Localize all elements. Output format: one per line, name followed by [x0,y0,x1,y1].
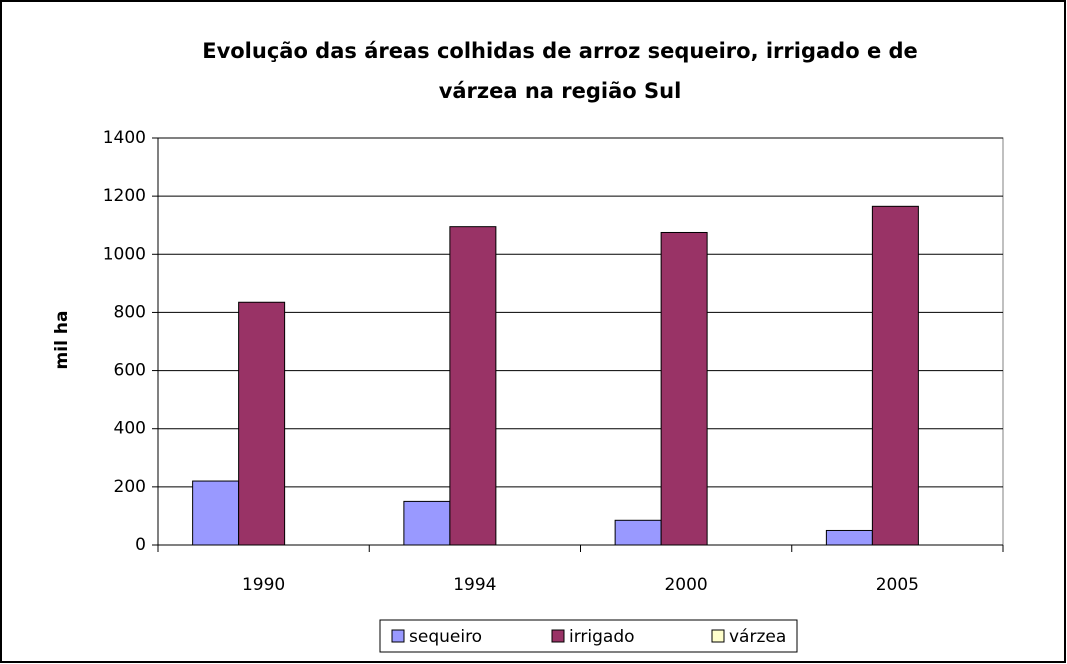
bar [238,301,286,546]
y-tick-label: 800 [114,302,146,322]
bar [871,205,919,546]
legend-swatch [391,629,405,643]
legend [379,619,798,653]
bar [192,480,240,546]
chart-title: Evolução das áreas colhidas de arroz seq… [202,39,918,63]
legend-label: várzea [729,627,786,647]
bar [614,519,662,546]
x-tick-label: 1994 [453,575,496,595]
x-tick-label: 1990 [242,575,285,595]
y-tick-label: 1400 [103,128,146,148]
bar [403,500,451,546]
x-tick-label: 2000 [664,575,707,595]
x-tick-label: 2005 [876,575,919,595]
plot-area [157,137,1004,546]
bar [449,226,497,546]
legend-swatch [711,629,725,643]
y-axis-label: mil ha [52,311,72,370]
y-tick-label: 400 [114,419,146,439]
y-tick-label: 600 [114,361,146,381]
legend-label: sequeiro [409,627,482,647]
y-tick-label: 0 [135,535,146,555]
y-tick-label: 1200 [103,186,146,206]
bar [660,231,708,546]
y-tick-label: 1000 [103,244,146,264]
chart-title: várzea na região Sul [439,79,682,103]
legend-swatch [551,629,565,643]
y-tick-label: 200 [114,477,146,497]
legend-label: irrigado [569,627,635,647]
bar [825,529,873,546]
